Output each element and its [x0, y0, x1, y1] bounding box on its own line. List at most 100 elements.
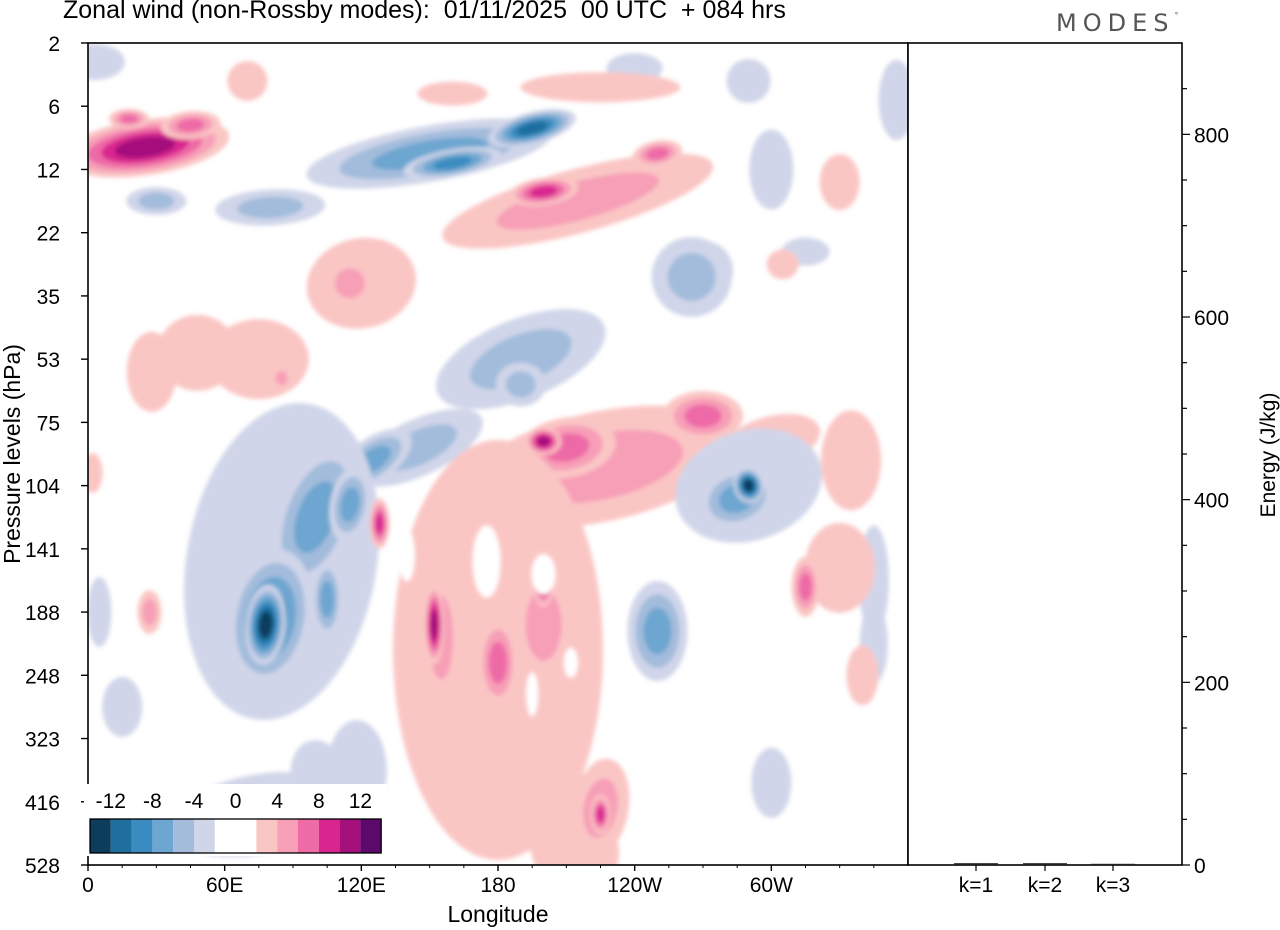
positive-wind-contour	[804, 522, 875, 613]
colorbar-label: -4	[185, 790, 204, 813]
x-tick-label: 120E	[337, 874, 386, 897]
modes-logo: MODES°	[1056, 9, 1178, 37]
positive-wind-contour	[525, 588, 562, 661]
neutral-hole	[526, 672, 539, 717]
positive-wind-contour	[496, 172, 660, 230]
y-tick-label: 12	[37, 159, 60, 182]
colorbar-swatch	[256, 819, 278, 853]
positive-wind-contour	[684, 404, 722, 428]
colorbar-label: 0	[230, 790, 242, 813]
positive-wind-contour	[375, 513, 384, 534]
positive-wind-contour	[766, 249, 799, 280]
positive-wind-contour	[227, 60, 268, 101]
colorbar-swatch	[277, 819, 298, 853]
x-tick-label: 180	[480, 874, 515, 897]
positive-wind-contour	[208, 319, 309, 400]
y-tick-label: 75	[37, 412, 60, 435]
neutral-hole	[531, 554, 556, 595]
energy-panel-frame	[907, 42, 1183, 866]
modes-logo-mark: °	[1174, 11, 1179, 20]
negative-wind-contour	[751, 747, 792, 818]
negative-wind-contour	[372, 137, 488, 171]
colorbar-frame	[89, 818, 382, 854]
negative-wind-contour	[643, 607, 672, 655]
colorbar-label: 4	[271, 790, 283, 813]
negative-wind-contour	[320, 580, 335, 619]
y-tick-label: 22	[37, 223, 60, 246]
positive-wind-contour	[114, 136, 176, 159]
positive-wind-contour	[819, 154, 860, 211]
negative-wind-contour	[138, 192, 175, 210]
positive-wind-contour	[798, 572, 813, 601]
x-tick-label: 60W	[750, 874, 793, 897]
y-tick-label: 53	[37, 349, 60, 372]
positive-wind-contour	[334, 268, 365, 299]
negative-wind-contour	[749, 129, 794, 210]
colorbar-label: -8	[143, 790, 162, 813]
negative-wind-contour	[88, 577, 112, 648]
positive-wind-contour	[275, 370, 288, 386]
positive-wind-contour	[176, 118, 205, 132]
x-axis-longitude: 0 60E 120E 180 120W 60W	[82, 865, 875, 897]
neutral-hole	[398, 529, 415, 582]
y-tick-label: 528	[25, 855, 60, 878]
positive-wind-contour	[119, 114, 139, 124]
y-axis-pressure: 2 6 12 22 35 53 75 104 141 188 248 323 416 528	[25, 33, 88, 878]
negative-wind-contour	[340, 487, 360, 523]
y-tick-label: 35	[37, 286, 60, 309]
colorbar-legend: -12 -8 -4 0 4 8 12	[84, 784, 388, 856]
positive-wind-contour	[596, 806, 605, 823]
positive-wind-contour	[529, 185, 558, 198]
positive-wind-contour	[142, 598, 157, 626]
negative-wind-contour	[237, 196, 304, 219]
y-tick-label: 6	[48, 96, 60, 119]
neutral-hole	[563, 647, 578, 678]
negative-wind-contour	[878, 59, 908, 140]
energy-bar	[1023, 863, 1067, 865]
positive-wind-contour	[488, 641, 508, 684]
positive-wind-contour	[88, 452, 103, 493]
positive-wind-contour	[846, 645, 879, 706]
y-tick-label: 2	[48, 33, 60, 56]
energy-bar	[954, 863, 998, 865]
k-tick-label: k=1	[959, 874, 993, 897]
x-tick-label: 0	[82, 874, 94, 897]
negative-wind-contour	[88, 43, 125, 80]
negative-wind-contour	[294, 481, 338, 553]
energy-bars	[954, 863, 1135, 865]
colorbar-swatch	[360, 819, 382, 853]
x-tick-label: 120W	[607, 874, 662, 897]
energy-axis-label: Energy (J/kg)	[1257, 393, 1280, 518]
positive-wind-contour	[417, 81, 488, 106]
colorbar-swatch	[173, 819, 194, 853]
negative-wind-contour	[667, 252, 716, 301]
positive-wind-contour	[520, 72, 681, 103]
k-tick-label: k=3	[1096, 874, 1130, 897]
colorbar-swatch	[235, 819, 257, 853]
energy-axis: 0 200 400 600 800	[1182, 88, 1229, 878]
positive-wind-contour	[645, 147, 669, 160]
energy-categories: k=1 k=2 k=3	[959, 865, 1130, 897]
energy-bar	[1091, 863, 1135, 865]
k-tick-label: k=2	[1028, 874, 1062, 897]
positive-wind-contour	[443, 698, 484, 779]
y-tick-label: 104	[25, 476, 60, 499]
colorbar-swatch	[298, 819, 319, 853]
colorbar-swatch	[214, 819, 236, 853]
negative-wind-contour	[516, 121, 548, 136]
energy-tick-label: 800	[1194, 124, 1229, 147]
negative-wind-contour	[102, 676, 143, 737]
colorbar-swatch	[194, 819, 215, 853]
energy-tick-label: 600	[1194, 307, 1229, 330]
energy-tick-label: 200	[1194, 672, 1229, 695]
y-axis-label: Pressure levels (hPa)	[0, 344, 25, 564]
x-axis-label: Longitude	[447, 901, 548, 927]
negative-wind-contour	[743, 479, 754, 492]
positive-wind-contour	[821, 410, 882, 511]
colorbar-swatch	[339, 819, 361, 853]
colorbar-swatch	[131, 819, 153, 853]
energy-tick-label: 0	[1194, 855, 1206, 878]
negative-wind-contour	[505, 371, 536, 398]
